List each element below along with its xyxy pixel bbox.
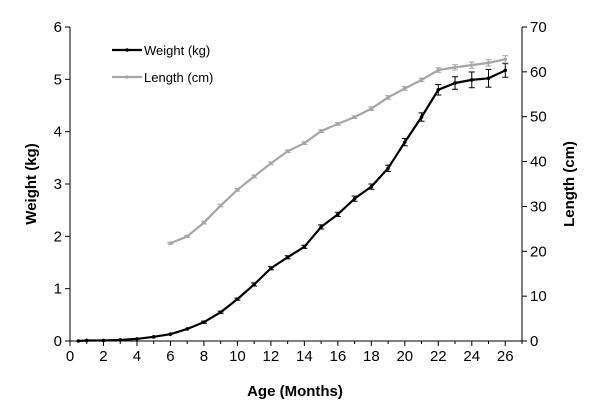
x-tick-label: 10	[229, 348, 246, 365]
legend-label: Length (cm)	[144, 70, 213, 85]
data-point	[352, 196, 357, 201]
series-layer	[76, 55, 509, 343]
legend-item: Length (cm)	[112, 70, 213, 85]
tick-labels: 0 2 4 6 8 10 12 14 16 18 20 22 24 2601234560102030405…	[54, 19, 547, 365]
data-point	[319, 129, 323, 133]
y2-tick-label: 70	[530, 19, 547, 36]
data-point	[235, 188, 240, 192]
data-point	[269, 161, 273, 166]
data-point	[453, 65, 457, 70]
series-line	[78, 69, 506, 343]
legend-marker	[125, 48, 129, 52]
y-axis-title: Weight (kg)	[23, 143, 40, 224]
data-point	[84, 338, 89, 343]
data-point	[436, 88, 441, 92]
data-point	[302, 141, 307, 145]
data-point	[469, 63, 474, 67]
data-point	[168, 241, 173, 246]
data-point	[436, 68, 441, 72]
data-point	[218, 310, 223, 315]
y-tick-label: 0	[54, 333, 62, 350]
data-point	[469, 78, 474, 82]
data-point	[386, 95, 390, 100]
x-tick-label: 16	[330, 348, 347, 365]
data-point	[135, 337, 139, 341]
data-point	[386, 166, 390, 171]
y2-tick-label: 50	[530, 109, 547, 126]
data-point	[151, 335, 156, 339]
y2-tick-label: 30	[530, 198, 547, 215]
x-tick-label: 18	[363, 348, 380, 365]
data-point	[235, 297, 240, 301]
x-tick-label: 2	[99, 348, 107, 365]
data-point	[185, 327, 189, 331]
data-point	[453, 81, 457, 85]
data-point	[336, 122, 340, 126]
y-tick-label: 1	[54, 281, 62, 298]
data-point	[252, 174, 256, 179]
x-tick-label: 12	[263, 348, 280, 365]
y2-tick-label: 10	[530, 288, 547, 305]
data-point	[486, 61, 491, 65]
data-point	[336, 212, 340, 217]
y-tick-label: 2	[54, 228, 62, 245]
x-tick-label: 0	[66, 348, 74, 365]
y2-tick-label: 60	[530, 64, 547, 81]
data-point	[76, 339, 81, 343]
series-weight	[76, 63, 509, 343]
axes	[65, 26, 527, 346]
y-tick-label: 4	[54, 124, 62, 141]
data-point	[419, 115, 424, 119]
data-point	[185, 234, 189, 239]
x-tick-label: 24	[463, 348, 480, 365]
data-point	[269, 266, 273, 271]
data-point	[369, 184, 374, 189]
x-axis-title: Age (Months)	[247, 383, 343, 400]
data-point	[403, 86, 407, 91]
data-point	[419, 78, 424, 82]
data-point	[486, 76, 491, 81]
legend-label: Weight (kg)	[144, 43, 210, 58]
data-point	[319, 225, 323, 229]
data-point	[403, 140, 407, 144]
x-tick-label: 4	[133, 348, 141, 365]
data-point	[285, 255, 290, 260]
data-point	[352, 115, 357, 119]
x-tick-label: 22	[430, 348, 447, 365]
data-point	[168, 332, 173, 336]
legend: Weight (kg) Length (cm)	[112, 43, 213, 85]
data-point	[202, 320, 206, 324]
legend-marker	[125, 75, 129, 79]
x-tick-label: 6	[166, 348, 174, 365]
data-point	[252, 282, 256, 287]
y-tick-label: 3	[54, 176, 62, 193]
x-tick-label: 8	[200, 348, 208, 365]
data-point	[202, 220, 206, 225]
x-tick-label: 20	[396, 348, 413, 365]
y2-tick-label: 40	[530, 154, 547, 171]
x-tick-label: 26	[497, 348, 514, 365]
data-point	[218, 203, 223, 208]
legend-item: Weight (kg)	[112, 43, 210, 58]
data-point	[118, 338, 123, 342]
data-point	[369, 106, 374, 111]
data-point	[101, 338, 106, 343]
y-tick-label: 5	[54, 71, 62, 88]
y-tick-label: 6	[54, 19, 62, 36]
y2-tick-label: 0	[530, 333, 538, 350]
series-length	[167, 55, 509, 246]
y2-axis-title: Length (cm)	[561, 141, 578, 227]
y2-tick-label: 20	[530, 243, 547, 260]
x-tick-label: 14	[296, 348, 313, 365]
data-point	[503, 57, 508, 62]
data-point	[285, 149, 290, 154]
data-point	[503, 68, 508, 73]
data-point	[302, 245, 307, 249]
